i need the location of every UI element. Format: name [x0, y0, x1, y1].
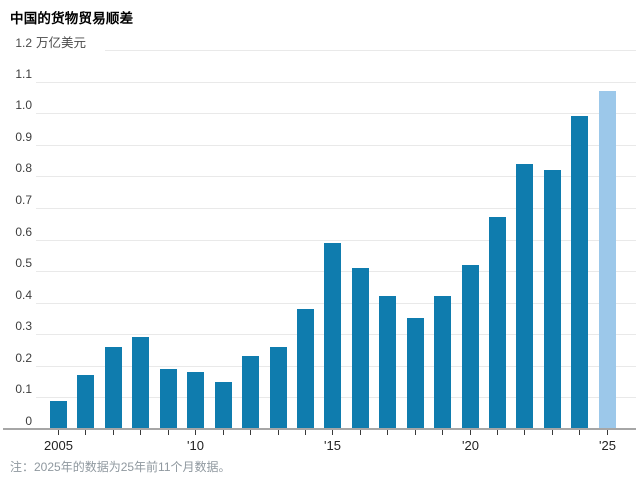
- chart-title: 中国的货物贸易顺差: [10, 11, 134, 26]
- y-axis-label-0.2: 0.2: [15, 350, 32, 365]
- x-axis-tick-2018: [415, 430, 416, 435]
- bar-2020: [461, 264, 479, 429]
- y-axis-label-0.8: 0.8: [15, 161, 32, 176]
- y-axis-label-0.1: 0.1: [15, 382, 32, 397]
- y-axis-label-0.7: 0.7: [15, 192, 32, 207]
- bar-2014: [296, 308, 314, 429]
- x-axis-label-2010: '10: [187, 438, 204, 453]
- gridline-1.0: [36, 113, 636, 115]
- x-axis-tick-2023: [552, 430, 553, 435]
- bar-2023: [543, 170, 561, 429]
- bar-2015: [324, 242, 342, 429]
- x-axis-tick-2012: [250, 430, 251, 435]
- x-axis-tick-2017: [387, 430, 388, 435]
- x-axis-line: [3, 428, 636, 430]
- bar-2024: [571, 116, 589, 429]
- y-axis-max-value: 1.2: [15, 36, 32, 50]
- bar-2013: [269, 346, 287, 429]
- x-axis-tick-2011: [223, 430, 224, 435]
- bar-2006: [77, 375, 95, 429]
- bar-2008: [132, 337, 150, 429]
- y-axis-label-0.5: 0.5: [15, 256, 32, 271]
- bar-2025: [598, 91, 616, 429]
- x-axis-tick-2020: [470, 430, 471, 435]
- y-axis-label-0.9: 0.9: [15, 129, 32, 144]
- x-axis-label-2025: '25: [599, 438, 616, 453]
- x-axis-tick-2021: [497, 430, 498, 435]
- x-axis-tick-2009: [168, 430, 169, 435]
- bar-2019: [434, 296, 452, 429]
- y-axis-label-0: 0: [25, 414, 32, 428]
- x-axis-label-2015: '15: [324, 438, 341, 453]
- x-axis-tick-2014: [305, 430, 306, 435]
- y-axis-label-1.0: 1.0: [15, 98, 32, 113]
- y-axis-label-0.6: 0.6: [15, 224, 32, 239]
- bar-2011: [214, 381, 232, 429]
- bar-chart: 0 0.1 0.2 0.3 0.4 0.5 0.6 0.7 0.8 0.9 1.0 1.1 2005 '…: [0, 50, 636, 453]
- bar-2010: [187, 372, 205, 429]
- gridline-0.7: [36, 207, 636, 209]
- bar-2016: [351, 267, 369, 429]
- footnote: 注：2025年的数据为25年前11个月数据。: [10, 460, 231, 474]
- x-axis-tick-2005: [58, 430, 59, 435]
- x-axis-label-2020: '20: [462, 438, 479, 453]
- x-axis-tick-2019: [442, 430, 443, 435]
- x-axis-tick-2024: [579, 430, 580, 435]
- x-axis-tick-2008: [140, 430, 141, 435]
- x-axis-tick-2007: [113, 430, 114, 435]
- x-axis-tick-2022: [524, 430, 525, 435]
- gridline-1.1: [36, 81, 636, 83]
- y-axis-label-0.3: 0.3: [15, 319, 32, 334]
- bars-container: [50, 50, 616, 429]
- bar-2007: [104, 346, 122, 429]
- gridline-0.6: [36, 239, 636, 241]
- bar-2018: [406, 318, 424, 429]
- bar-2012: [242, 356, 260, 429]
- y-axis-label-0.4: 0.4: [15, 287, 32, 302]
- x-axis-tick-2010: [195, 430, 196, 435]
- bar-2009: [159, 369, 177, 429]
- bar-2005: [50, 400, 67, 429]
- x-axis-tick-2006: [85, 430, 86, 435]
- gridline-1.2: [105, 50, 636, 51]
- y-axis-label-1.1: 1.1: [15, 66, 32, 81]
- bar-2021: [489, 217, 506, 429]
- bar-2022: [516, 163, 534, 429]
- gridline-0.8: [36, 176, 636, 178]
- y-axis-unit-text: 万亿美元: [36, 36, 87, 50]
- x-axis-tick-2015: [332, 430, 333, 435]
- y-axis-unit-label: 1.2 万亿美元: [0, 33, 636, 50]
- bar-2017: [379, 296, 397, 429]
- x-axis-label-2005: 2005: [44, 438, 73, 453]
- x-axis-tick-2013: [278, 430, 279, 435]
- x-axis-tick-2016: [360, 430, 361, 435]
- x-axis-tick-2025: [607, 430, 608, 435]
- gridline-0.9: [36, 144, 636, 146]
